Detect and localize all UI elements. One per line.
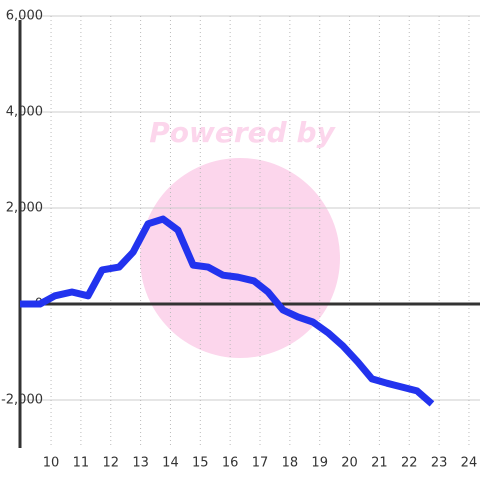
x-tick-label: 16	[222, 456, 239, 471]
x-tick-label: 10	[43, 456, 60, 471]
x-tick-label: 18	[282, 456, 299, 471]
line	[20, 215, 435, 407]
y-tick-label: -2,000	[1, 393, 43, 408]
x-tick-label: 19	[311, 456, 328, 471]
x-tick-label: 20	[341, 456, 358, 471]
x-tick-label: 24	[461, 456, 478, 471]
y-tick-label: 4,000	[6, 105, 43, 120]
y-tick-label: 2,000	[6, 201, 43, 216]
x-tick-label: 12	[102, 456, 119, 471]
x-tick-label: 15	[192, 456, 209, 471]
x-tick-label: 21	[371, 456, 388, 471]
x-tick-label: 11	[73, 456, 90, 471]
y-tick-label: 6,000	[6, 9, 43, 24]
x-tick-label: 23	[431, 456, 448, 471]
x-tick-label: 14	[162, 456, 179, 471]
x-tick-label: 22	[401, 456, 418, 471]
x-tick-label: 13	[132, 456, 149, 471]
watermark: Powered by	[149, 116, 336, 149]
x-tick-label: 17	[252, 456, 269, 471]
